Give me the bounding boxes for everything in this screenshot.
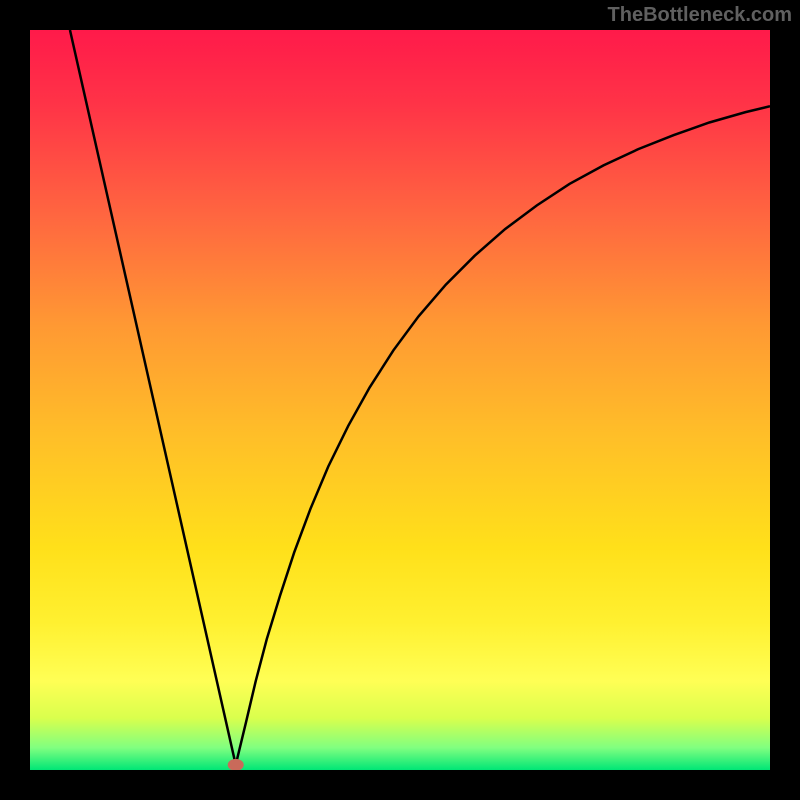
- watermark-text: TheBottleneck.com: [608, 4, 792, 27]
- chart-svg: [30, 30, 770, 770]
- chart-container: TheBottleneck.com: [0, 0, 800, 800]
- plot-area: [30, 30, 770, 770]
